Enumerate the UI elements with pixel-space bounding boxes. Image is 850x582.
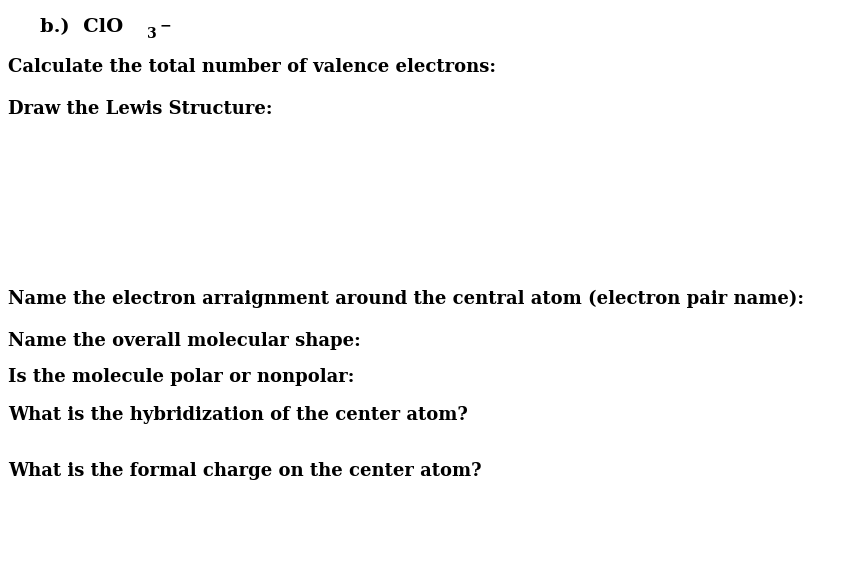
Text: Name the overall molecular shape:: Name the overall molecular shape: [8,332,360,350]
Text: b.)  ClO: b.) ClO [40,18,123,36]
Text: Name the electron arraignment around the central atom (electron pair name):: Name the electron arraignment around the… [8,290,804,308]
Text: What is the hybridization of the center atom?: What is the hybridization of the center … [8,406,468,424]
Text: Is the molecule polar or nonpolar:: Is the molecule polar or nonpolar: [8,368,354,386]
Text: 3: 3 [147,27,157,41]
Text: What is the formal charge on the center atom?: What is the formal charge on the center … [8,462,481,480]
Text: −: − [160,18,172,32]
Text: Calculate the total number of valence electrons:: Calculate the total number of valence el… [8,58,496,76]
Text: Draw the Lewis Structure:: Draw the Lewis Structure: [8,100,273,118]
